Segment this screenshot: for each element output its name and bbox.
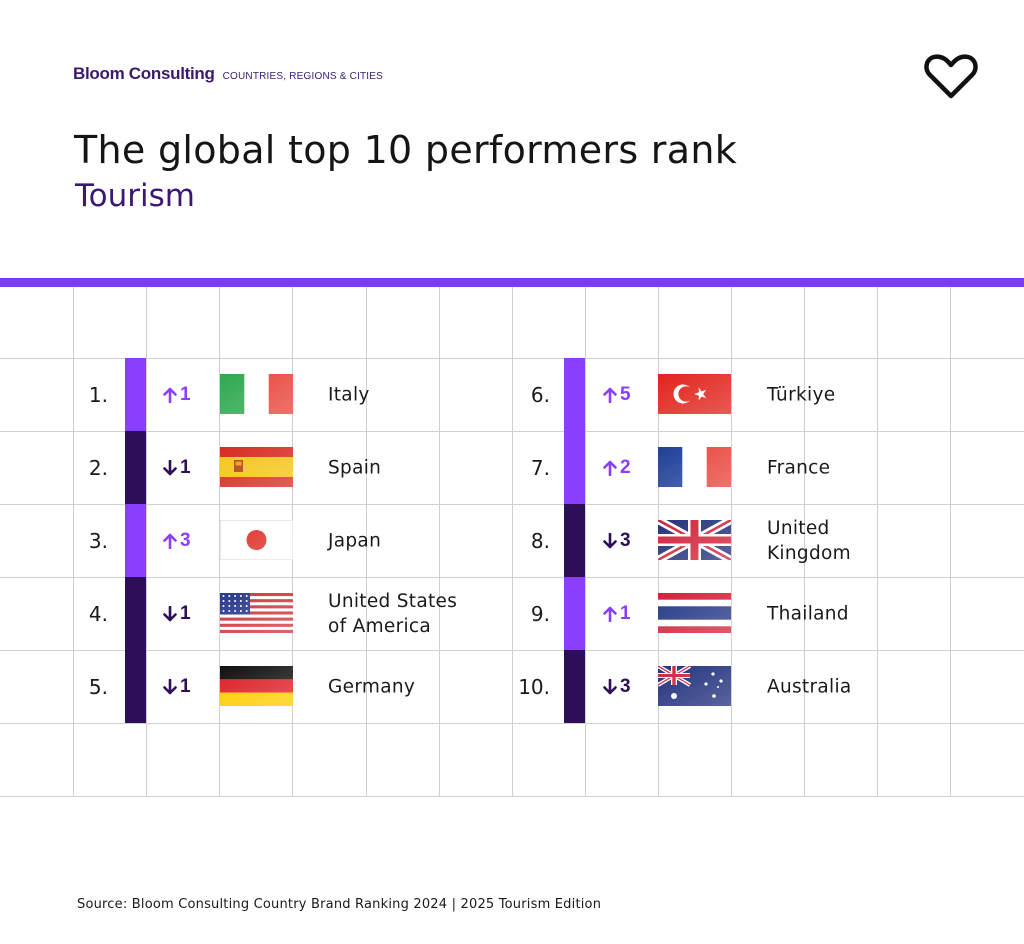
arrow-up-icon [603,387,617,403]
trend-down-bar [125,577,146,650]
rank-change: 5 [603,384,631,406]
germany-flag-icon [220,666,293,706]
ranking-row: 8. 3 United Kingdom [0,504,1024,577]
country-name: Germany [328,676,416,697]
ranking-row: 6. 5 Türkiye [0,358,1024,431]
ranking-row: 10. 3 Australia [0,650,1024,723]
rank-change: 1 [163,603,191,625]
rank-number: 1. [88,382,108,407]
brand-name: Bloom Consulting [73,64,215,83]
ranking-row: 9. 1 Thailand [0,577,1024,650]
australia-flag-icon [658,666,731,706]
rank-number: 6. [530,382,550,407]
ranking-row: 2. 1 Spain [0,431,1024,504]
rank-change: 1 [163,384,191,406]
arrow-down-icon [603,678,617,695]
rank-change: 3 [603,676,631,698]
heart-icon[interactable] [924,54,978,100]
rank-change: 2 [603,457,631,479]
country-name: Japan [328,530,382,551]
rank-number: 7. [530,455,550,480]
trend-up-bar [564,577,585,650]
rank-number: 3. [88,528,108,553]
rank-change-value: 3 [180,529,191,551]
trend-down-bar [125,431,146,504]
rank-change-value: 2 [620,456,631,478]
rank-number: 10. [518,674,550,699]
ranking-row: 5. 1 Germany [0,650,1024,723]
rank-change-value: 1 [180,383,191,405]
country-name: France [767,457,831,478]
thailand-flag-icon [658,593,731,633]
rank-change-value: 3 [620,529,631,551]
arrow-up-icon [603,460,617,476]
accent-bar [0,278,1024,287]
arrow-up-icon [603,606,617,622]
country-name: United States of America [328,590,458,637]
trend-up-bar [564,358,585,431]
page-title: The global top 10 performers rank [74,128,738,172]
uk-flag-icon [658,520,731,560]
ranking-row: 1. 1 Italy [0,358,1024,431]
country-name: Türkiye [767,384,836,405]
rank-change-value: 1 [180,456,191,478]
rank-number: 8. [530,528,550,553]
trend-up-bar [125,358,146,431]
trend-up-bar [564,431,585,504]
rank-change-value: 1 [180,675,191,697]
turkiye-flag-icon [658,374,731,414]
ranking-row: 3. 3 Japan [0,504,1024,577]
spain-flag-icon [220,447,293,487]
source-note: Source: Bloom Consulting Country Brand R… [77,897,602,912]
ranking-row: 7. 2 France [0,431,1024,504]
france-flag-icon [658,447,731,487]
rank-change-value: 1 [180,602,191,624]
arrow-down-icon [163,459,177,476]
rank-change: 3 [163,530,191,552]
italy-flag-icon [220,374,293,414]
rank-change: 1 [163,676,191,698]
rank-number: 5. [88,674,108,699]
arrow-up-icon [163,533,177,549]
page-subtitle: Tourism [75,178,195,214]
arrow-down-icon [603,532,617,549]
rank-change: 1 [163,457,191,479]
arrow-down-icon [163,605,177,622]
brand-tagline: COUNTRIES, REGIONS & CITIES [222,71,383,82]
arrow-up-icon [163,387,177,403]
trend-down-bar [125,650,146,723]
country-name: United Kingdom [767,517,851,564]
trend-up-bar [125,504,146,577]
trend-down-bar [564,504,585,577]
arrow-down-icon [163,678,177,695]
trend-down-bar [564,650,585,723]
rank-change-value: 3 [620,675,631,697]
rank-number: 4. [88,601,108,626]
ranking-row: 4. 1 United States of America [0,577,1024,650]
rank-number: 2. [88,455,108,480]
country-name: Thailand [767,603,849,624]
country-name: Italy [328,384,370,405]
rank-change-value: 1 [620,602,631,624]
rank-change-value: 5 [620,383,631,405]
country-name: Australia [767,676,852,697]
country-name: Spain [328,457,382,478]
usa-flag-icon [220,593,293,633]
rank-number: 9. [530,601,550,626]
brand-logo: Bloom Consulting COUNTRIES, REGIONS & CI… [73,64,383,84]
japan-flag-icon [220,520,293,560]
rank-change: 1 [603,603,631,625]
rank-change: 3 [603,530,631,552]
